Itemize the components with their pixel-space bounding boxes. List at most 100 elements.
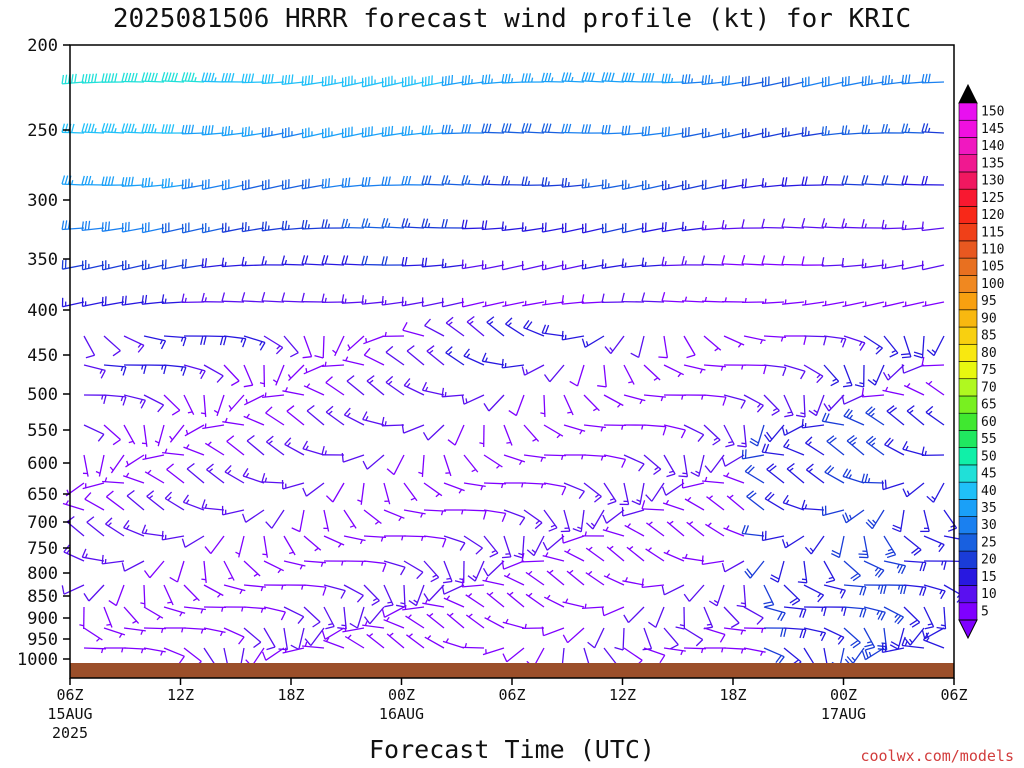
- wind-barb: [426, 345, 445, 366]
- wind-barb: [741, 128, 765, 139]
- colorbar-label: 85: [981, 329, 997, 344]
- wind-barb: [683, 647, 707, 654]
- wind-barb: [161, 530, 185, 541]
- wind-barb: [921, 73, 945, 84]
- wind-barb: [201, 179, 225, 191]
- wind-barb: [163, 606, 186, 617]
- wind-barb: [902, 301, 925, 308]
- wind-barb: [306, 404, 325, 426]
- wind-barb: [643, 364, 661, 381]
- wind-barb: [347, 335, 365, 352]
- wind-barb: [101, 176, 125, 186]
- wind-barb: [681, 221, 705, 232]
- wind-barb: [101, 123, 125, 134]
- wind-barb: [141, 524, 165, 537]
- surface-terrain: [70, 663, 954, 678]
- wind-barb: [481, 220, 505, 231]
- wind-barb: [843, 627, 861, 649]
- colorbar-swatch: [958, 102, 978, 121]
- colorbar-label: 105: [981, 260, 1004, 275]
- wind-barb: [601, 293, 625, 304]
- wind-barb: [223, 627, 245, 645]
- wind-barb: [385, 375, 405, 396]
- wind-barb: [926, 482, 945, 503]
- wind-barb: [486, 591, 505, 608]
- wind-barb: [79, 606, 85, 630]
- wind-barb: [343, 560, 367, 566]
- wind-barb: [421, 175, 445, 186]
- wind-barb: [287, 364, 305, 382]
- wind-barb: [243, 335, 266, 351]
- wind-barb: [521, 364, 545, 376]
- wind-barb: [821, 218, 845, 229]
- wind-barb: [385, 345, 405, 366]
- wind-barb: [645, 547, 665, 562]
- wind-barb: [843, 364, 853, 388]
- wind-barb: [461, 219, 485, 230]
- wind-barb: [381, 256, 405, 266]
- wind-barb: [482, 301, 505, 308]
- wind-barb: [183, 627, 207, 634]
- wind-barb: [683, 394, 707, 400]
- wind-barb: [541, 222, 565, 233]
- wind-barb: [163, 364, 187, 376]
- wind-barb: [241, 179, 265, 191]
- wind-barb: [323, 637, 345, 649]
- wind-barb: [743, 364, 767, 375]
- wind-barb: [243, 364, 254, 388]
- wind-barb: [661, 256, 685, 267]
- wind-barb: [357, 482, 365, 505]
- wind-barb: [162, 448, 185, 456]
- wind-barb: [521, 176, 545, 187]
- colorbar-swatch: [958, 119, 978, 138]
- wind-barb: [183, 335, 207, 345]
- wind-barb: [658, 335, 669, 359]
- wind-barb: [503, 454, 526, 466]
- colorbar-swatch: [958, 533, 978, 552]
- wind-barb: [744, 464, 765, 484]
- wind-barb: [301, 74, 325, 86]
- wind-barb: [201, 499, 225, 511]
- y-tick-label: 550: [27, 421, 58, 441]
- wind-barb: [764, 491, 785, 511]
- colorbar-label: 35: [981, 501, 997, 516]
- wind-barb: [302, 482, 325, 497]
- wind-barb: [821, 257, 845, 267]
- wind-barb: [223, 560, 235, 581]
- wind-barb: [423, 535, 447, 548]
- wind-barb: [781, 76, 805, 88]
- colorbar-swatch: [958, 309, 978, 328]
- wind-barb: [408, 584, 425, 607]
- wind-barb: [81, 123, 105, 134]
- x-tick-label: 18Z: [277, 686, 304, 704]
- wind-barb: [597, 364, 607, 388]
- wind-barb: [403, 560, 424, 580]
- wind-barb: [601, 259, 625, 269]
- wind-barb: [723, 606, 740, 629]
- wind-barb: [863, 335, 883, 355]
- wind-barb: [204, 441, 225, 456]
- colorbar-label: 90: [981, 311, 997, 326]
- wind-barb: [663, 549, 685, 562]
- wind-barb: [463, 509, 487, 520]
- wind-barb: [406, 633, 425, 649]
- wind-barb: [641, 125, 665, 137]
- wind-barb: [904, 627, 925, 646]
- wind-barb: [241, 73, 265, 84]
- wind-barb: [841, 75, 865, 87]
- wind-barb: [601, 124, 625, 135]
- wind-barb: [541, 260, 565, 271]
- wind-barb: [881, 259, 905, 270]
- wind-barb: [523, 482, 547, 489]
- wind-barb: [481, 260, 505, 270]
- wind-barb: [683, 424, 705, 443]
- colorbar-swatch: [958, 447, 978, 466]
- wind-barb: [302, 641, 325, 649]
- wind-barb: [363, 335, 385, 345]
- wind-barb: [121, 221, 145, 233]
- wind-barb: [467, 560, 485, 582]
- wind-barb: [143, 606, 164, 621]
- wind-barb: [603, 424, 627, 430]
- wind-barb: [325, 376, 345, 396]
- wind-barb: [623, 394, 646, 405]
